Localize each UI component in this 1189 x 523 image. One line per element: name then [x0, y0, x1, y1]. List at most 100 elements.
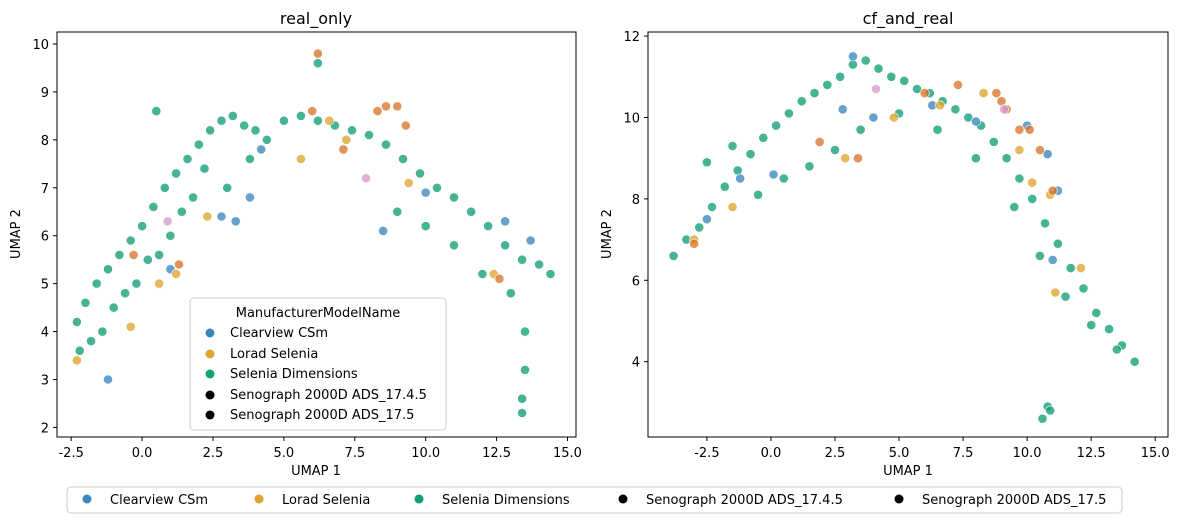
- panel-real-only: real_only -2.5 0.0 2.5 5.0 7.5 10.0 12.5 15.0 2 3…: [9, 9, 582, 479]
- legend-marker-senograph-1745: [205, 390, 215, 400]
- xtick-label-real-only: -2.5: [58, 446, 83, 461]
- point-lorad-selenia-cf-and-real: [978, 88, 989, 98]
- point-selenia-dimensions-real-only: [295, 111, 306, 121]
- point-lorad-selenia-cf-and-real: [1014, 145, 1025, 155]
- point-selenia-dimensions-real-only: [517, 254, 527, 265]
- shared-legend-box: [66, 486, 1123, 514]
- point-selenia-dimensions-real-only: [91, 278, 102, 289]
- legend-title: ManufacturerModelName: [236, 306, 400, 321]
- ytick-label-real-only: 9: [41, 86, 49, 101]
- point-senograph-2000d-ads-17-4-5-real-only: [381, 101, 391, 112]
- ytick-label-real-only: 7: [41, 182, 49, 197]
- point-selenia-dimensions-real-only: [74, 345, 85, 356]
- point-selenia-dimensions-real-only: [108, 302, 119, 313]
- legend-label-clearview: Clearview CSm: [230, 326, 328, 341]
- point-selenia-dimensions-cf-and-real: [848, 59, 858, 70]
- point-senograph-2000d-ads-17-4-5-cf-and-real: [853, 153, 863, 164]
- legend-box: [189, 297, 447, 431]
- point-lorad-selenia-real-only: [154, 278, 164, 289]
- point-selenia-dimensions-real-only: [159, 182, 170, 193]
- point-senograph-2000d-ads-17-4-5-cf-and-real: [953, 80, 963, 90]
- point-selenia-dimensions-real-only: [188, 192, 198, 203]
- point-senograph-2000d-ads-17-5-real-only: [162, 216, 173, 227]
- point-senograph-2000d-ads-17-4-5-cf-and-real: [1035, 145, 1045, 155]
- point-selenia-dimensions-cf-and-real: [1009, 202, 1020, 212]
- point-selenia-dimensions-real-only: [520, 364, 530, 375]
- point-selenia-dimensions-cf-and-real: [796, 96, 807, 107]
- ytick-label-cf-and-real: 10: [623, 111, 640, 126]
- point-selenia-dimensions-real-only: [148, 201, 159, 212]
- point-selenia-dimensions-cf-and-real: [886, 71, 897, 82]
- point-selenia-dimensions-cf-and-real: [873, 63, 884, 74]
- legend-label-senograph-175: Senograph 2000D ADS_17.5: [230, 408, 414, 423]
- point-senograph-2000d-ads-17-4-5-real-only: [307, 106, 318, 116]
- point-selenia-dimensions-real-only: [500, 240, 510, 251]
- point-selenia-dimensions-real-only: [151, 106, 162, 116]
- title-real-only: real_only: [280, 9, 352, 29]
- xtick-label-cf-and-real: 15.0: [1141, 446, 1170, 461]
- point-selenia-dimensions-cf-and-real: [809, 88, 820, 98]
- point-selenia-dimensions-cf-and-real: [1035, 250, 1045, 261]
- legend-real-only: ManufacturerModelName Clearview CSm Lora…: [189, 297, 447, 431]
- point-selenia-dimensions-cf-and-real: [1078, 283, 1089, 294]
- point-selenia-dimensions-real-only: [165, 230, 176, 241]
- point-selenia-dimensions-cf-and-real: [1091, 307, 1102, 318]
- point-selenia-dimensions-real-only: [364, 130, 374, 140]
- ytick-label-real-only: 5: [41, 278, 49, 293]
- point-selenia-dimensions-real-only: [244, 154, 255, 164]
- point-selenia-dimensions-real-only: [72, 317, 82, 327]
- point-selenia-dimensions-cf-and-real: [719, 181, 730, 192]
- point-selenia-dimensions-cf-and-real: [727, 141, 738, 151]
- ytick-label-real-only: 4: [41, 326, 49, 341]
- point-senograph-2000d-ads-17-4-5-real-only: [338, 144, 349, 155]
- point-clearview-csm-cf-and-real: [1047, 254, 1058, 265]
- point-selenia-dimensions-cf-and-real: [1045, 405, 1056, 416]
- point-selenia-dimensions-real-only: [420, 221, 431, 231]
- point-selenia-dimensions-cf-and-real: [971, 153, 981, 164]
- ytick-label-cf-and-real: 8: [632, 193, 640, 208]
- point-lorad-selenia-cf-and-real: [840, 153, 851, 164]
- ytick-label-cf-and-real: 12: [623, 30, 640, 45]
- point-selenia-dimensions-real-only: [534, 259, 544, 270]
- title-cf-and-real: cf_and_real: [863, 9, 954, 29]
- point-selenia-dimensions-real-only: [312, 115, 323, 126]
- point-selenia-dimensions-real-only: [261, 134, 272, 145]
- point-selenia-dimensions-real-only: [227, 111, 238, 121]
- point-selenia-dimensions-real-only: [517, 393, 527, 404]
- point-lorad-selenia-cf-and-real: [1076, 263, 1086, 273]
- shared-legend-label-senograph-175: Senograph 2000D ADS_17.5: [922, 493, 1106, 508]
- point-clearview-csm-cf-and-real: [702, 214, 712, 225]
- point-lorad-selenia-cf-and-real: [1050, 287, 1061, 298]
- point-selenia-dimensions-cf-and-real: [963, 112, 974, 123]
- point-lorad-selenia-cf-and-real: [727, 202, 738, 212]
- xtick-label-real-only: 12.5: [482, 446, 511, 461]
- point-selenia-dimensions-real-only: [86, 336, 96, 346]
- xtick-label-real-only: 2.5: [203, 446, 224, 461]
- shared-legend-label-senograph-1745: Senograph 2000D ADS_17.4.5: [646, 493, 843, 508]
- legend-marker-clearview: [205, 328, 215, 338]
- shared-legend-marker-selenia-dimensions: [414, 494, 424, 504]
- point-selenia-dimensions-real-only: [199, 163, 210, 174]
- point-lorad-selenia-real-only: [202, 211, 213, 222]
- point-selenia-dimensions-cf-and-real: [804, 161, 815, 172]
- shared-legend-label-lorad: Lorad Selenia: [282, 493, 370, 508]
- point-lorad-selenia-real-only: [341, 134, 352, 145]
- legend-marker-selenia-dimensions: [205, 369, 215, 379]
- point-selenia-dimensions-real-only: [176, 206, 187, 217]
- point-lorad-selenia-real-only: [295, 154, 306, 164]
- point-lorad-selenia-real-only: [403, 178, 414, 188]
- point-selenia-dimensions-real-only: [347, 125, 357, 136]
- point-senograph-2000d-ads-17-4-5-cf-and-real: [991, 88, 1002, 98]
- point-selenia-dimensions-real-only: [398, 154, 408, 164]
- point-senograph-2000d-ads-17-4-5-real-only: [372, 106, 383, 116]
- xlabel-real-only: UMAP 1: [291, 464, 341, 479]
- shared-legend-marker-senograph-1745: [618, 494, 628, 504]
- point-selenia-dimensions-real-only: [193, 139, 204, 150]
- point-selenia-dimensions-real-only: [154, 249, 164, 260]
- point-selenia-dimensions-cf-and-real: [1040, 218, 1050, 229]
- legend-label-selenia-dimensions: Selenia Dimensions: [230, 367, 358, 382]
- point-selenia-dimensions-real-only: [505, 288, 516, 299]
- point-selenia-dimensions-cf-and-real: [668, 250, 679, 261]
- point-clearview-csm-real-only: [230, 216, 241, 227]
- point-senograph-2000d-ads-17-4-5-cf-and-real: [1024, 124, 1035, 135]
